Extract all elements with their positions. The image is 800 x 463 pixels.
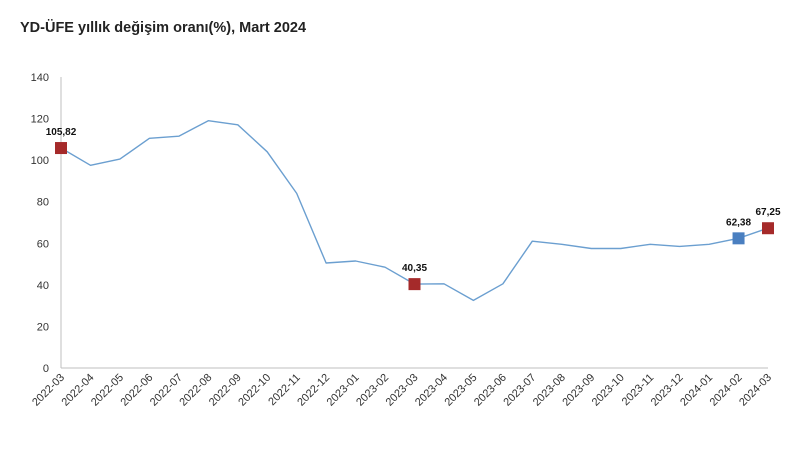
y-tick-labels: 0 20 40 60 80 100 120 140	[31, 72, 49, 375]
y-tick-label: 40	[37, 280, 49, 292]
data-label: 67,25	[755, 207, 780, 218]
x-tick-labels: 2022-032022-042022-052022-062022-072022-…	[30, 372, 774, 409]
data-point-marker	[762, 222, 774, 235]
data-label: 40,35	[402, 263, 427, 274]
y-tick-label: 140	[31, 72, 49, 84]
y-tick-label: 20	[37, 321, 49, 333]
y-tick-label: 0	[43, 363, 49, 375]
y-tick-label: 120	[31, 114, 49, 126]
markers	[55, 142, 774, 291]
x-tick-label: 2022-10	[236, 372, 273, 409]
x-tick-label: 2023-10	[590, 372, 627, 409]
axes	[60, 77, 768, 369]
data-point-marker	[55, 142, 67, 155]
y-tick-label: 80	[37, 197, 49, 209]
x-tick-label: 2024-03	[737, 372, 774, 409]
data-label: 62,38	[726, 217, 751, 228]
data-point-marker	[732, 232, 745, 245]
data-point-marker	[408, 278, 421, 291]
data-labels: 105,82 40,35 62,38 67,25	[46, 127, 781, 274]
y-tick-label: 100	[31, 155, 49, 167]
chart-title: YD-ÜFE yıllık değişim oranı(%), Mart 202…	[20, 20, 307, 36]
data-label: 105,82	[46, 127, 77, 138]
y-tick-label: 60	[37, 238, 49, 250]
